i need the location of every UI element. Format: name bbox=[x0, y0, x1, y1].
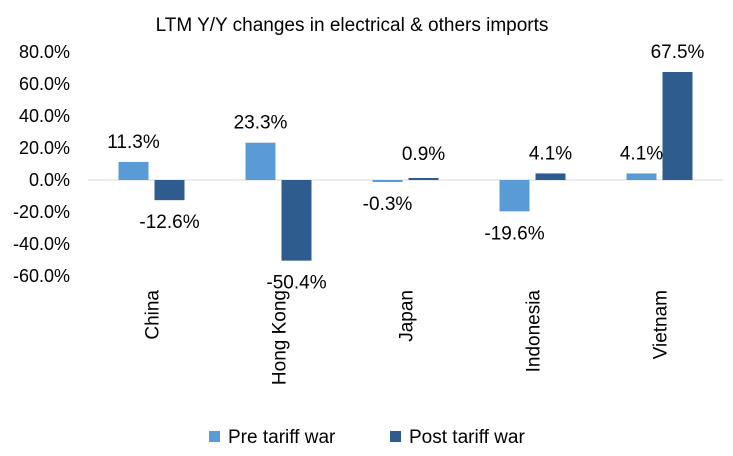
bar-post-japan bbox=[408, 178, 439, 180]
data-label: 11.3% bbox=[107, 132, 160, 153]
data-label: -19.6% bbox=[484, 223, 544, 244]
x-axis: China Hong Kong Japan Indonesia Vietnam bbox=[143, 290, 672, 386]
data-label: 67.5% bbox=[651, 42, 705, 63]
y-tick-label: -20.0% bbox=[13, 202, 70, 222]
legend-label: Post tariff war bbox=[409, 427, 525, 448]
y-tick-label: 20.0% bbox=[19, 138, 70, 158]
bar-pre-china bbox=[118, 161, 149, 180]
data-label: -12.6% bbox=[139, 212, 199, 233]
legend: Pre tariff war Post tariff war bbox=[209, 427, 525, 448]
bars bbox=[118, 72, 693, 261]
bar-pre-hong-kong bbox=[245, 142, 276, 180]
bar-post-hong-kong bbox=[281, 180, 312, 261]
bar-post-vietnam bbox=[662, 72, 693, 180]
data-labels: 11.3% -12.6% 23.3% -50.4% -0.3% 0.9% -19.6% 4.1… bbox=[107, 42, 704, 294]
category-label: China bbox=[143, 290, 164, 340]
y-tick-label: -60.0% bbox=[13, 266, 70, 286]
category-label: Hong Kong bbox=[270, 290, 291, 385]
legend-label: Pre tariff war bbox=[228, 427, 336, 448]
data-label: -0.3% bbox=[363, 194, 413, 215]
data-label: 4.1% bbox=[529, 143, 572, 164]
chart-title: LTM Y/Y changes in electrical & others i… bbox=[156, 15, 549, 36]
legend-swatch bbox=[390, 431, 401, 442]
data-label: 23.3% bbox=[234, 113, 288, 134]
bar-pre-japan bbox=[372, 180, 403, 182]
y-tick-label: 80.0% bbox=[19, 42, 70, 62]
y-tick-label: 0.0% bbox=[29, 170, 70, 190]
data-label: 4.1% bbox=[620, 143, 663, 164]
category-label: Vietnam bbox=[651, 290, 672, 359]
legend-swatch bbox=[209, 431, 220, 442]
bar-pre-indonesia bbox=[499, 180, 530, 212]
y-tick-label: -40.0% bbox=[13, 234, 70, 254]
data-label: 0.9% bbox=[402, 144, 445, 165]
category-label: Indonesia bbox=[524, 290, 545, 373]
y-tick-label: 60.0% bbox=[19, 74, 70, 94]
bar-post-china bbox=[154, 180, 185, 201]
y-axis: 80.0% 60.0% 40.0% 20.0% 0.0% -20.0% -40.0% -60.… bbox=[13, 42, 70, 286]
y-tick-label: 40.0% bbox=[19, 106, 70, 126]
category-label: Japan bbox=[397, 290, 418, 342]
data-label: -50.4% bbox=[266, 273, 326, 294]
bar-pre-vietnam bbox=[626, 173, 657, 180]
bar-post-indonesia bbox=[535, 173, 566, 180]
